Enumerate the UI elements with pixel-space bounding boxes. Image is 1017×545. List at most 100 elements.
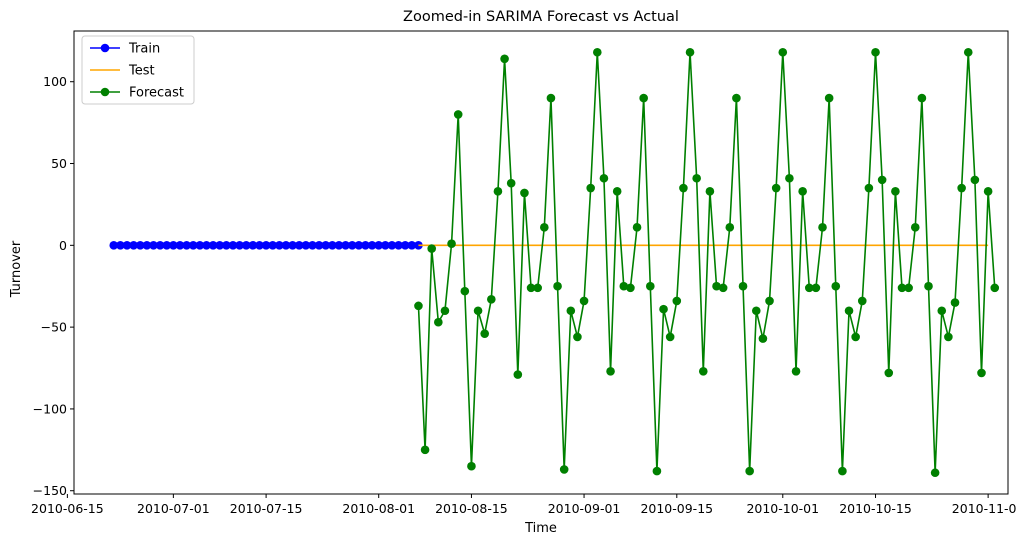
forecast-point: [447, 239, 456, 248]
forecast-point: [559, 465, 569, 474]
forecast-point: [751, 306, 761, 316]
forecast-point: [884, 368, 894, 378]
forecast-point: [950, 298, 960, 307]
train-point: [195, 241, 205, 250]
forecast-point: [599, 173, 609, 183]
y-tick-label: −50: [41, 320, 67, 335]
train-point: [135, 241, 145, 250]
forecast-point: [692, 173, 701, 183]
forecast-point: [685, 47, 695, 57]
train-point: [361, 241, 370, 250]
y-tick-label: 0: [59, 238, 67, 253]
legend-forecast-marker: [100, 87, 110, 97]
forecast-point: [420, 445, 430, 455]
forecast-point: [513, 370, 523, 379]
x-tick-label: 2010-07-01: [137, 501, 210, 516]
x-tick-label: 2010-11-01: [952, 501, 1017, 516]
train-point: [208, 241, 218, 250]
train-point: [387, 241, 397, 250]
forecast-point: [440, 306, 450, 316]
train-series: [109, 241, 423, 250]
y-tick-label: 50: [51, 156, 67, 171]
train-point: [122, 241, 132, 250]
forecast-point: [506, 178, 516, 188]
train-point: [228, 241, 238, 250]
train-point: [222, 241, 231, 250]
forecast-point: [957, 183, 966, 193]
y-axis-label: Turnover: [9, 240, 24, 298]
legend-test-label: Test: [128, 64, 155, 79]
forecast-point: [626, 283, 635, 293]
train-point: [248, 241, 258, 250]
forecast-point: [586, 183, 595, 193]
forecast-point: [665, 332, 675, 342]
train-point: [149, 241, 158, 250]
train-point: [407, 241, 417, 250]
x-tick-label: 2010-08-15: [435, 501, 508, 516]
plot-area: [109, 47, 1000, 478]
forecast-point: [877, 175, 887, 185]
train-point: [129, 241, 138, 250]
forecast-point: [573, 332, 582, 342]
train-point: [255, 241, 264, 250]
train-point: [294, 241, 304, 250]
forecast-point: [579, 296, 589, 306]
forecast-point: [500, 54, 509, 64]
forecast-point: [824, 93, 834, 103]
train-point: [268, 241, 278, 250]
train-point: [215, 241, 225, 250]
axes: −150 −100 −50 0 50 100 2010-06-15 2010-07-01 201…: [31, 30, 1017, 516]
train-point: [116, 241, 125, 250]
x-tick-label: 2010-10-15: [839, 501, 912, 516]
forecast-point: [725, 223, 735, 232]
forecast-point: [738, 281, 748, 291]
forecast-point: [798, 187, 807, 196]
train-point: [374, 241, 384, 250]
forecast-point: [546, 93, 556, 103]
x-tick-label: 2010-10-01: [746, 501, 819, 516]
legend-forecast-label: Forecast: [129, 86, 184, 101]
chart-title: Zoomed-in SARIMA Forecast vs Actual: [403, 9, 679, 25]
forecast-point: [871, 47, 880, 57]
train-point: [155, 241, 165, 250]
forecast-point: [434, 317, 443, 327]
forecast-point: [758, 334, 768, 343]
forecast-point: [705, 187, 715, 196]
forecast-point: [698, 367, 708, 376]
train-point: [308, 241, 317, 250]
legend-train-label: Train: [128, 42, 160, 57]
x-tick-label: 2010-09-01: [548, 501, 621, 516]
forecast-point: [963, 47, 973, 57]
train-point: [281, 241, 291, 250]
forecast-point: [553, 281, 562, 291]
forecast-point: [831, 281, 841, 291]
forecast-point: [924, 281, 933, 291]
plot-frame: [73, 30, 1009, 495]
forecast-point: [970, 175, 980, 185]
forecast-point: [983, 187, 993, 196]
train-point: [188, 241, 198, 250]
forecast-point: [851, 332, 860, 342]
forecast-point: [990, 283, 1000, 293]
forecast-point: [639, 93, 648, 103]
forecast-point: [672, 296, 682, 306]
forecast-point: [679, 183, 688, 193]
forecast-point: [897, 283, 907, 293]
forecast-point: [771, 183, 781, 193]
forecast-point: [745, 466, 754, 476]
forecast-point: [480, 329, 490, 338]
forecast-point: [904, 283, 913, 293]
forecast-point: [857, 296, 867, 306]
forecast-point: [838, 466, 847, 476]
train-point: [235, 241, 244, 250]
forecast-point: [493, 187, 503, 196]
forecast-point: [427, 244, 437, 253]
train-point: [169, 241, 178, 250]
x-axis-label: Time: [524, 521, 557, 536]
forecast-series: [414, 47, 1000, 478]
forecast-point: [804, 283, 814, 293]
forecast-point: [473, 306, 483, 316]
forecast-point: [526, 283, 536, 293]
train-point: [288, 241, 297, 250]
